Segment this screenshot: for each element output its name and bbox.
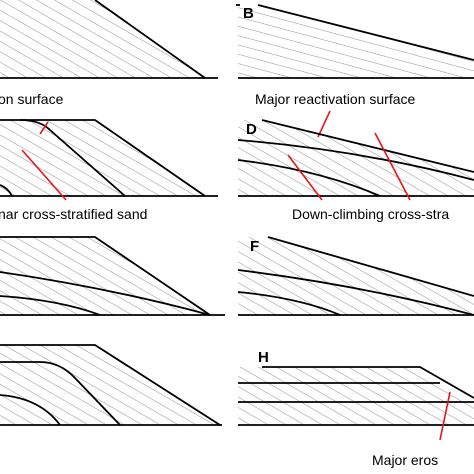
annotation: on surface xyxy=(0,91,64,107)
panel-c xyxy=(0,119,218,201)
panel-label: F xyxy=(250,238,259,255)
panel-g xyxy=(0,344,222,426)
panel-label: B xyxy=(243,5,254,22)
annotation: Major eros xyxy=(372,452,438,468)
panel-e xyxy=(0,236,225,316)
annotation: Major reactivation surface xyxy=(255,91,416,107)
panel-f xyxy=(237,236,474,316)
panel-label: D xyxy=(246,121,257,138)
panel-a xyxy=(0,0,218,79)
panel-label: H xyxy=(258,349,269,366)
annotation: nar cross-stratified sand xyxy=(0,206,147,222)
panel-h xyxy=(238,366,474,441)
annotation: Down-climbing cross-stra xyxy=(292,206,449,222)
panel-b xyxy=(236,4,474,79)
panel-d xyxy=(237,119,474,201)
pointer xyxy=(317,110,331,138)
